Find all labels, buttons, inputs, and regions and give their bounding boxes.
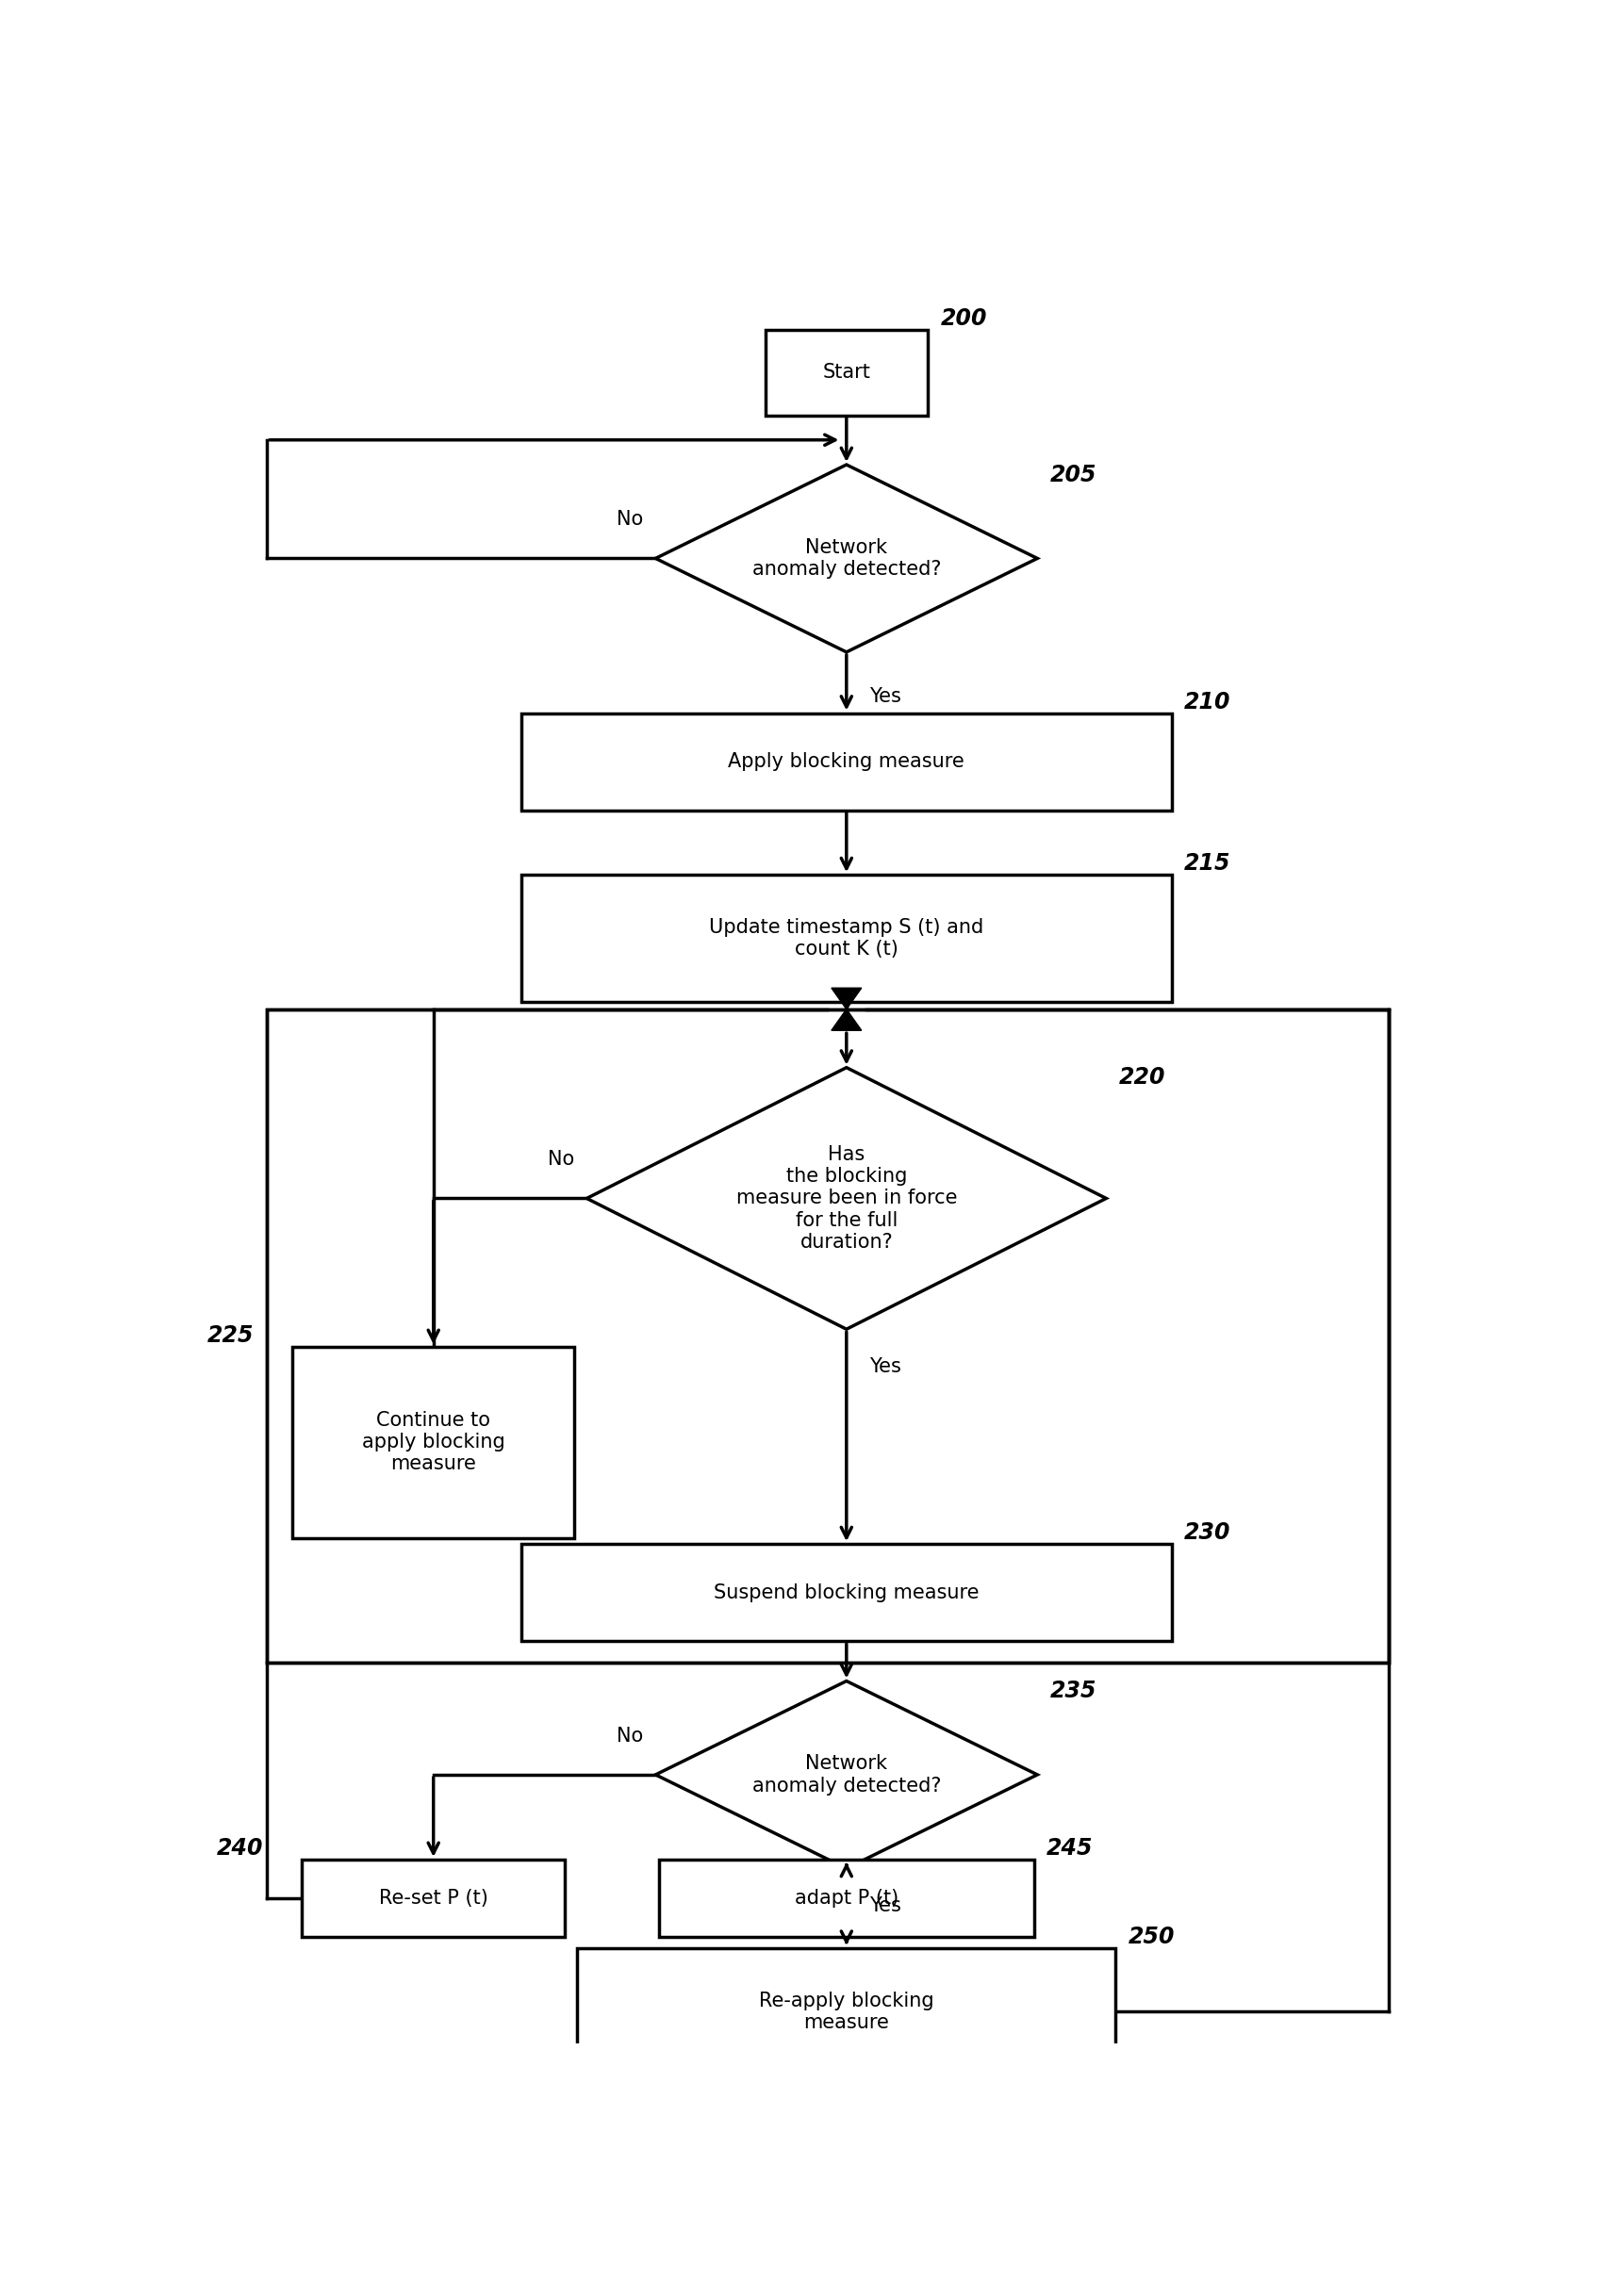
Text: No: No	[547, 1150, 575, 1169]
FancyBboxPatch shape	[522, 1543, 1172, 1642]
Polygon shape	[832, 987, 861, 1010]
Text: 205: 205	[1050, 464, 1097, 487]
FancyBboxPatch shape	[292, 1348, 575, 1538]
Text: 235: 235	[1050, 1681, 1097, 1701]
Text: No: No	[617, 1727, 643, 1745]
FancyBboxPatch shape	[522, 714, 1172, 810]
FancyBboxPatch shape	[266, 1010, 1389, 1662]
Text: Apply blocking measure: Apply blocking measure	[728, 753, 964, 771]
Text: 215: 215	[1184, 852, 1231, 875]
Polygon shape	[586, 1068, 1106, 1329]
Text: 210: 210	[1184, 691, 1231, 714]
Text: Re-apply blocking
measure: Re-apply blocking measure	[759, 1991, 933, 2032]
Text: 220: 220	[1119, 1065, 1166, 1088]
Text: 225: 225	[207, 1325, 254, 1348]
Text: Network
anomaly detected?: Network anomaly detected?	[753, 537, 942, 579]
Text: Yes: Yes	[869, 1357, 901, 1375]
Text: 230: 230	[1184, 1522, 1231, 1543]
Polygon shape	[656, 1681, 1037, 1869]
FancyBboxPatch shape	[659, 1860, 1034, 1938]
Text: Start: Start	[822, 363, 870, 381]
Polygon shape	[832, 1010, 861, 1031]
Text: Yes: Yes	[869, 1896, 901, 1915]
Text: Update timestamp S (t) and
count K (t): Update timestamp S (t) and count K (t)	[709, 918, 984, 960]
Text: Has
the blocking
measure been in force
for the full
duration?: Has the blocking measure been in force f…	[736, 1146, 958, 1251]
Text: 240: 240	[216, 1837, 263, 1860]
FancyBboxPatch shape	[522, 875, 1172, 1001]
FancyBboxPatch shape	[302, 1860, 565, 1938]
Text: 250: 250	[1127, 1926, 1174, 1947]
Polygon shape	[656, 464, 1037, 652]
Text: Continue to
apply blocking
measure: Continue to apply blocking measure	[362, 1412, 505, 1474]
Text: Yes: Yes	[869, 687, 901, 707]
Text: Suspend blocking measure: Suspend blocking measure	[714, 1584, 979, 1603]
Text: No: No	[617, 510, 643, 528]
FancyBboxPatch shape	[578, 1947, 1116, 2076]
Text: Re-set P (t): Re-set P (t)	[380, 1890, 488, 1908]
Text: 200: 200	[940, 308, 987, 331]
Text: Network
anomaly detected?: Network anomaly detected?	[753, 1754, 942, 1795]
Text: adapt P (t): adapt P (t)	[795, 1890, 898, 1908]
Text: 245: 245	[1047, 1837, 1093, 1860]
FancyBboxPatch shape	[766, 331, 929, 416]
